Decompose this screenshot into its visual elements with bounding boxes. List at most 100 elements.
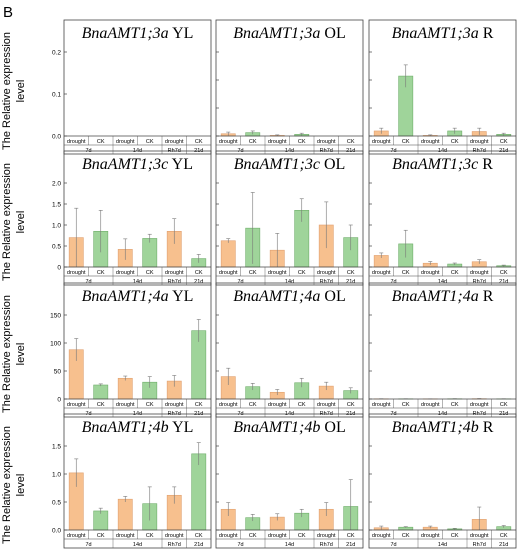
panel-title-gene: BnaAMT1;3a [392,25,479,42]
group-label: drought [372,270,391,276]
group-label: CK [146,533,154,539]
group-label: CK [97,402,105,408]
group-label: CK [451,270,459,276]
panel-bnaamt13c-ol: BnaAMT1;3c OL drought CK drought CK drought CK… [215,150,364,286]
y-tick-label: 0.1 [52,92,61,99]
group-label: drought [67,139,86,145]
group-label: CK [451,139,459,145]
group-label: drought [116,139,135,145]
group-label: drought [219,402,238,408]
group-label: CK [500,139,508,145]
group-label: drought [421,270,440,276]
group-label: CK [146,139,154,145]
panel-title-gene: BnaAMT1;4b [392,419,479,436]
time-label: 14d [438,542,447,548]
panel-title-gene: BnaAMT1;4b [233,419,320,436]
group-label: CK [298,533,306,539]
time-label: 14d [133,279,142,285]
y-axis-label-line2: level [15,474,27,497]
bar [191,453,207,531]
group-label: CK [402,139,410,145]
y-axis-label-line1: The Relative expression [1,295,13,413]
group-label: drought [67,402,86,408]
group-label: drought [372,139,391,145]
panel-title-tissue: OL [320,288,345,305]
panel-title: BnaAMT1;3c YL [82,156,193,173]
time-label: 21d [194,279,203,285]
panel-frame [63,19,212,155]
panel-bnaamt13c-yl: BnaAMT1;3c YL 0 0.5 1.0 1.5 2.0 drought CK droug… [52,150,212,286]
panel-title-gene: BnaAMT1;3c [392,156,478,173]
panel-title-gene: BnaAMT1;4a [233,288,320,305]
y-axis-label-row-4: The Relative expression level [1,426,27,544]
group-label: CK [402,402,410,408]
group-label: CK [249,139,257,145]
group-label: drought [219,270,238,276]
time-label: 21d [499,279,508,285]
time-label: 7d [237,542,243,548]
group-label: CK [298,270,306,276]
panel-letter: B [3,4,13,21]
panel-title: BnaAMT1;4b OL [233,419,345,436]
group-label: drought [165,139,184,145]
group-label: drought [372,533,391,539]
bar [220,240,236,268]
panel-bnaamt14b-ol: BnaAMT1;4b OL drought CK drought CK drought CK… [215,413,364,549]
panel-title-tissue: OL [320,156,345,173]
y-axis-label-row-3: The Relative expression level [1,295,27,413]
group-label: drought [116,270,135,276]
group-label: drought [317,533,336,539]
y-tick-label: 1.0 [52,472,61,479]
panel-title: BnaAMT1;4b R [392,419,494,436]
group-label: drought [116,402,135,408]
group-label: CK [298,139,306,145]
time-label: 14d [285,279,294,285]
y-tick-label: 0 [57,265,61,272]
panel-bnaamt14a-ol: BnaAMT1;4a OL drought CK drought CK drought CK… [215,282,364,418]
group-label: drought [317,402,336,408]
y-tick-label: 0.0 [52,134,61,141]
panel-frame [63,413,212,549]
panel-title-gene: BnaAMT1;4a [82,288,169,305]
group-label: drought [470,533,489,539]
group-label: CK [347,270,355,276]
time-label: 7d [390,279,396,285]
panel-title-tissue: R [479,288,494,305]
y-tick-label: 0.2 [52,50,61,57]
time-label: 7d [237,279,243,285]
group-label: CK [402,533,410,539]
y-tick-label: 150 [50,313,61,320]
y-tick-label: 0 [57,397,61,404]
panel-frame [215,413,364,549]
group-label: drought [67,533,86,539]
panel-title-tissue: R [479,419,494,436]
bar [142,238,158,268]
group-label: CK [347,139,355,145]
group-label: CK [402,270,410,276]
time-label: 21d [194,542,203,548]
panel-title-gene: BnaAMT1;3c [82,156,168,173]
group-label: CK [249,533,257,539]
time-label: 14d [285,542,294,548]
group-label: CK [97,270,105,276]
y-axis-label-line1: The Relative expression [1,163,13,281]
group-label: drought [317,139,336,145]
group-label: drought [421,139,440,145]
group-label: drought [421,402,440,408]
group-label: drought [372,402,391,408]
group-label: drought [219,139,238,145]
group-label: CK [451,533,459,539]
panel-title-tissue: OL [320,25,345,42]
group-label: drought [165,533,184,539]
panel-title: BnaAMT1;3c R [392,156,493,173]
group-label: drought [268,270,287,276]
panel-frame [215,282,364,418]
bar [117,498,133,531]
y-axis-label-row-2: The Relative expression level [1,163,27,281]
group-label: drought [116,533,135,539]
group-label: CK [249,270,257,276]
